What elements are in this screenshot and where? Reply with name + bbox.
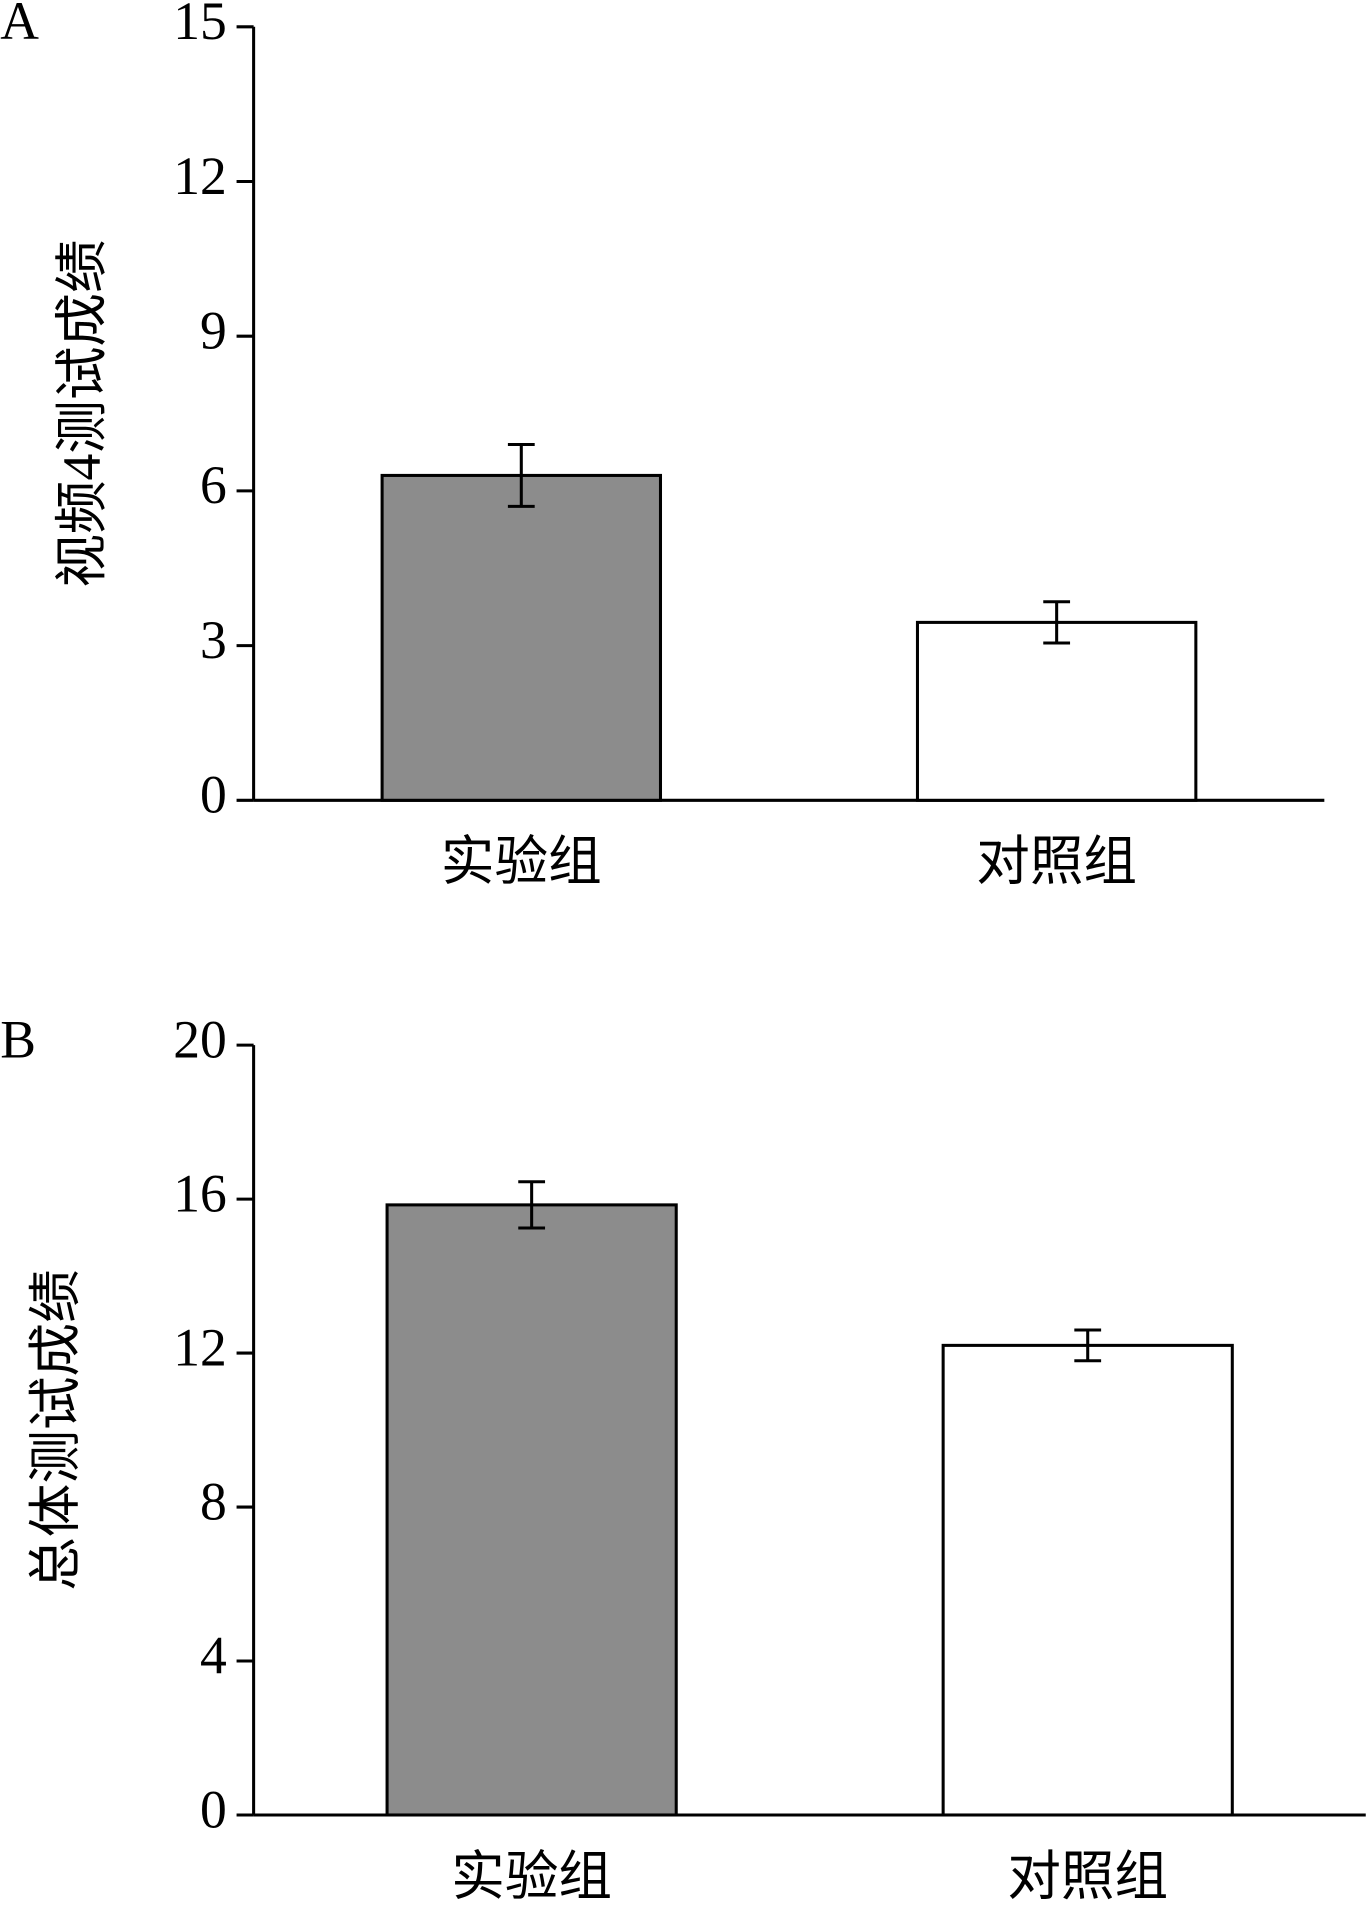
error-bar <box>507 442 535 508</box>
y-tick-label: 3 <box>200 610 227 670</box>
y-tick-label: 0 <box>200 765 227 825</box>
y-tick-label: 6 <box>200 455 227 515</box>
error-bar <box>1043 600 1071 645</box>
y-axis-label: 视频4测试成绩 <box>52 239 112 587</box>
y-tick-label: 15 <box>173 0 227 51</box>
y-tick-label: 9 <box>200 300 227 360</box>
bar <box>380 473 663 802</box>
y-tick-label: 4 <box>200 1625 227 1685</box>
error-bar <box>518 1180 546 1230</box>
bar <box>915 620 1198 802</box>
y-tick-label: 20 <box>173 1009 227 1069</box>
bar <box>941 1343 1234 1817</box>
panel-label: B <box>0 1009 36 1069</box>
panel-label: A <box>0 0 39 51</box>
y-tick-label: 16 <box>173 1163 227 1223</box>
y-tick-label: 12 <box>173 146 227 206</box>
y-tick-label: 12 <box>173 1317 227 1377</box>
x-tick-label: 实验组 <box>441 832 602 892</box>
bar <box>385 1203 678 1817</box>
x-tick-label: 对照组 <box>976 832 1137 892</box>
y-tick-label: 0 <box>200 1779 227 1839</box>
x-tick-label: 对照组 <box>1007 1846 1168 1906</box>
error-bar <box>1074 1328 1102 1363</box>
y-axis-label: 总体测试成绩 <box>25 1269 85 1590</box>
y-tick-label: 8 <box>200 1471 227 1531</box>
x-tick-label: 实验组 <box>451 1846 612 1906</box>
